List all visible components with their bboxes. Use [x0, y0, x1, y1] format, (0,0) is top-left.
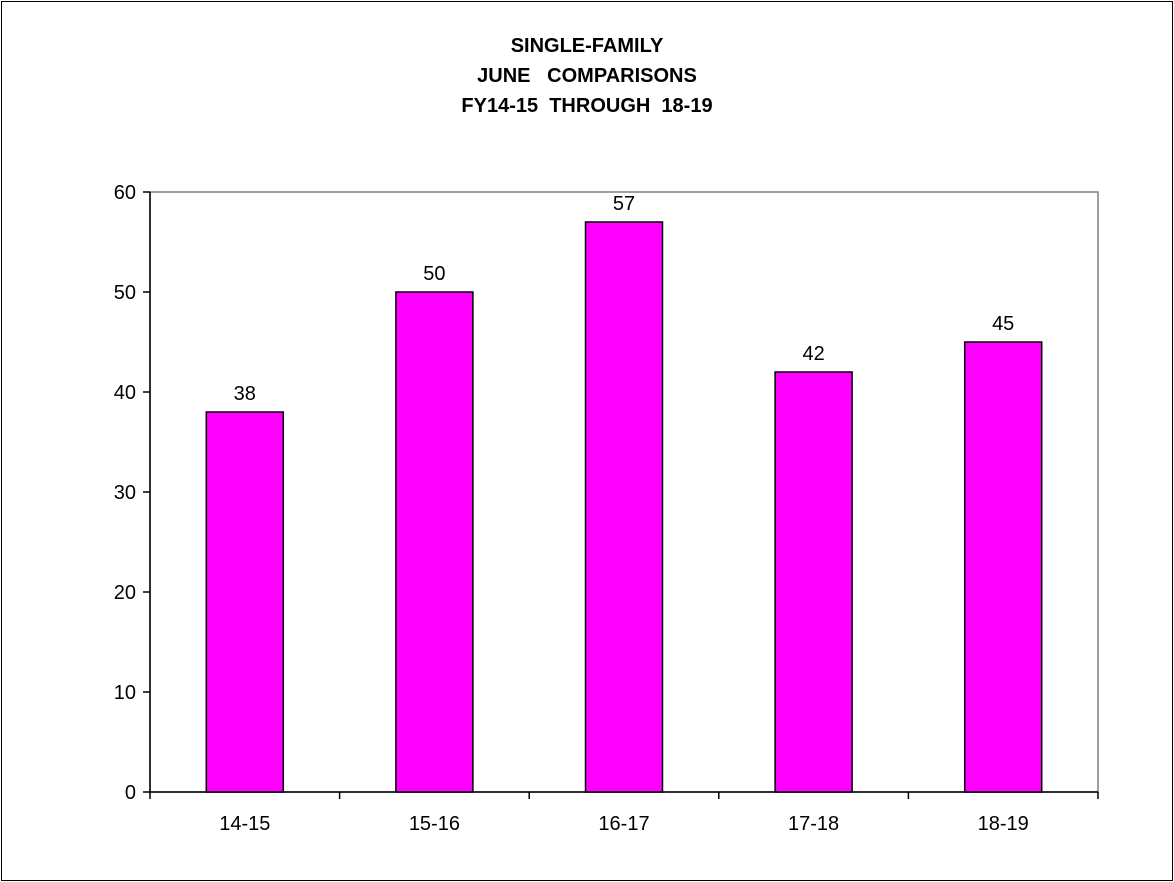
chart-title: SINGLE-FAMILY JUNE COMPARISONS FY14-15 T… — [2, 31, 1172, 121]
chart-title-line-2: JUNE COMPARISONS — [477, 65, 697, 87]
data-label: 50 — [423, 263, 445, 285]
y-tick-label: 20 — [114, 582, 136, 604]
y-tick-label: 0 — [125, 782, 136, 804]
data-label: 57 — [613, 193, 635, 215]
data-label: 45 — [992, 313, 1014, 335]
y-tick-label: 30 — [114, 482, 136, 504]
bar — [774, 371, 853, 793]
y-tick-label: 10 — [114, 682, 136, 704]
data-label: 38 — [234, 383, 256, 405]
x-tick-label: 14-15 — [219, 813, 270, 835]
x-tick-label: 17-18 — [788, 813, 839, 835]
data-label: 42 — [802, 343, 824, 365]
chart-title-line-3: FY14-15 THROUGH 18-19 — [461, 95, 713, 117]
y-tick-label: 40 — [114, 382, 136, 404]
bar — [395, 291, 474, 793]
plot-area: 0 10 20 30 40 50 60 38 14-15 50 15-16 57 16-17 42 17-1… — [114, 182, 1099, 835]
x-tick-label: 16-17 — [598, 813, 649, 835]
y-tick-label: 60 — [114, 182, 136, 204]
chart-title-line-1: SINGLE-FAMILY — [510, 35, 664, 57]
y-tick-label: 50 — [114, 282, 136, 304]
x-tick-label: 18-19 — [978, 813, 1029, 835]
bar — [963, 341, 1043, 793]
x-tick-label: 15-16 — [409, 813, 460, 835]
bar — [584, 221, 664, 793]
bar — [205, 411, 285, 793]
